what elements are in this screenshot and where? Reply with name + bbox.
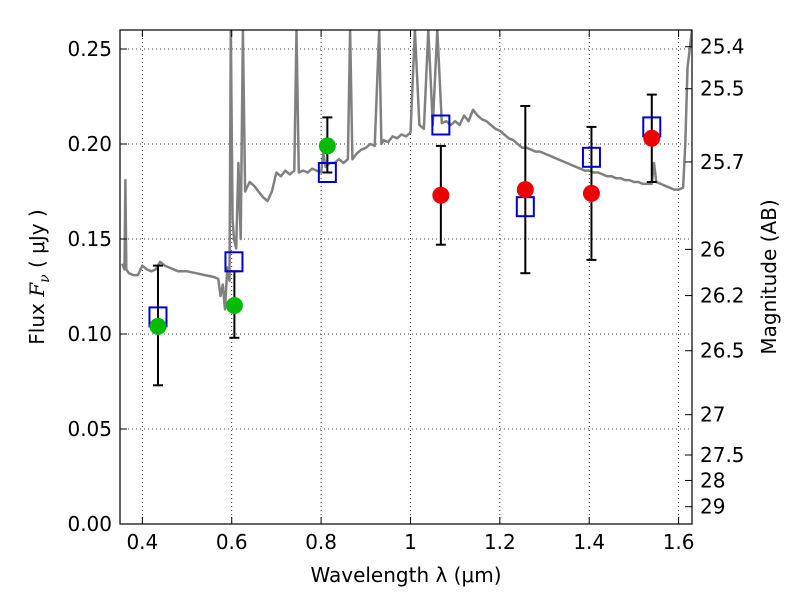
observed-point-red (582, 184, 600, 202)
y2-tick-label: 26.2 (700, 284, 745, 308)
y-axis-label-var: F (25, 282, 49, 298)
x-tick-label: 0.4 (126, 530, 158, 554)
y2-tick-label: 27 (700, 403, 725, 427)
model-photometry-square (317, 162, 337, 183)
y-axis-label: Flux Fν ( μJy ) (25, 209, 53, 344)
y2-tick-label: 25.5 (700, 77, 745, 101)
y2-tick-label: 25.7 (700, 150, 745, 174)
x-tick-labels: 0.4 0.6 0.8 1 1.2 1.4 1.6 (126, 530, 694, 554)
y-axis-label-prefix: Flux (25, 297, 49, 345)
x-axis-label: Wavelength λ (μm) (310, 563, 501, 587)
plot-frame (119, 29, 693, 525)
model-photometry-square (224, 251, 244, 273)
y2-tick-label: 26 (700, 237, 725, 261)
y-axis-label-sub: ν (37, 274, 53, 283)
observed-point-green (149, 317, 167, 335)
x-tick-label: 1.2 (484, 530, 516, 554)
y-tick-label: 0.10 (67, 322, 112, 346)
x-tick-label: 1 (404, 530, 417, 554)
axis-ticks (120, 30, 692, 525)
y2-tick-label: 27.5 (700, 443, 745, 467)
y-tick-label: 0.15 (67, 227, 112, 251)
y2-tick-label: 29 (700, 495, 725, 519)
model-photometry-square (581, 146, 601, 168)
data-markers (148, 114, 662, 335)
model-spectrum-layer (121, 30, 692, 311)
y-tick-label: 0.00 (67, 512, 112, 536)
observed-point-red (643, 129, 661, 147)
y-tick-label: 0.05 (67, 417, 112, 441)
observed-point-green (225, 297, 243, 314)
y-tick-labels: 0.00 0.05 0.10 0.15 0.20 0.25 (67, 37, 112, 536)
x-tick-label: 0.8 (305, 530, 337, 554)
y2-tick-labels: 25.4 25.5 25.7 26 26.2 26.5 27 27.528 29 (700, 35, 745, 519)
x-tick-label: 1.6 (663, 530, 695, 554)
y2-tick-label: 25.4 (700, 35, 745, 59)
y-tick-label: 0.20 (67, 132, 112, 156)
observed-point-green (318, 137, 336, 155)
y-axis-label-unit: ( μJy ) (25, 209, 49, 274)
y2-tick-label: 26.5 (700, 339, 745, 363)
grid-lines (120, 30, 692, 525)
x-tick-label: 0.6 (216, 530, 248, 554)
y2-tick-label: 28 (700, 468, 725, 492)
y2-axis-label: Magnitude (AB) (757, 199, 781, 354)
x-tick-label: 1.4 (573, 530, 605, 554)
observed-point-red (432, 186, 450, 204)
observed-point-red (516, 181, 534, 199)
model-spectrum-line (121, 30, 692, 311)
model-photometry-square (431, 114, 451, 136)
y-tick-label: 0.25 (67, 37, 112, 61)
